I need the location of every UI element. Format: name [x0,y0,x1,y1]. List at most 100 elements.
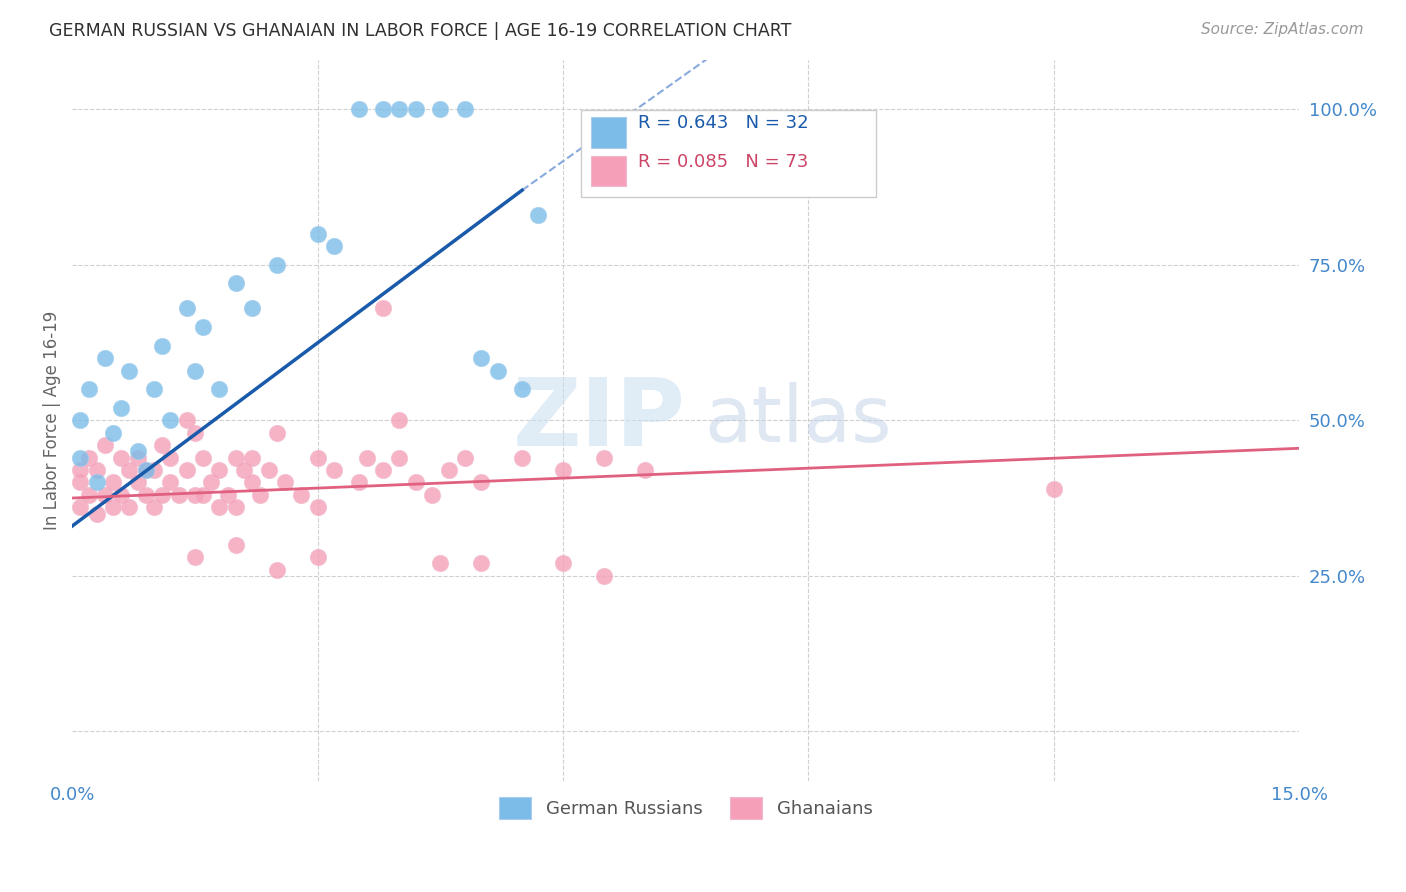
Point [323,239,346,253]
Point [101,500,124,515]
Point [150,488,173,502]
Point [86,463,108,477]
Point [388,103,411,117]
Text: GERMAN RUSSIAN VS GHANAIAN IN LABOR FORCE | AGE 16-19 CORRELATION CHART: GERMAN RUSSIAN VS GHANAIAN IN LABOR FORC… [49,22,792,40]
Point [77,488,100,502]
Point [240,475,263,490]
Point [94,438,117,452]
Point [184,425,207,440]
Point [429,557,451,571]
Point [69,450,91,465]
Point [249,488,271,502]
Point [429,103,451,117]
Point [240,301,263,316]
Point [127,444,149,458]
Point [77,450,100,465]
Point [176,413,198,427]
Point [184,550,207,565]
Point [1043,482,1066,496]
Point [307,500,329,515]
Point [470,475,492,490]
Point [69,475,91,490]
Point [191,320,214,334]
Y-axis label: In Labor Force | Age 16-19: In Labor Force | Age 16-19 [44,310,60,530]
Point [217,488,239,502]
Point [266,258,288,272]
Point [510,450,533,465]
Point [225,538,247,552]
Point [86,475,108,490]
Point [86,507,108,521]
Point [208,382,231,396]
FancyBboxPatch shape [582,110,876,196]
Point [69,463,91,477]
Point [200,475,222,490]
Point [135,463,157,477]
Point [127,450,149,465]
Point [159,475,181,490]
Point [143,382,166,396]
Point [486,363,509,377]
Text: Source: ZipAtlas.com: Source: ZipAtlas.com [1201,22,1364,37]
Point [143,463,166,477]
Point [69,413,91,427]
Text: R = 0.643   N = 32: R = 0.643 N = 32 [638,114,808,132]
Point [274,475,297,490]
Point [307,450,329,465]
Point [135,463,157,477]
Point [225,500,247,515]
Point [371,463,394,477]
Point [118,500,141,515]
Point [127,475,149,490]
FancyBboxPatch shape [592,118,626,147]
FancyBboxPatch shape [592,155,626,186]
Point [150,438,173,452]
Point [470,557,492,571]
Point [470,351,492,365]
Point [356,450,378,465]
Point [101,475,124,490]
Point [94,488,117,502]
Point [420,488,443,502]
Point [290,488,312,502]
Point [184,488,207,502]
Point [593,568,616,582]
Point [527,208,550,222]
Point [184,363,207,377]
Point [510,382,533,396]
Point [143,500,166,515]
Point [135,488,157,502]
Point [240,450,263,465]
Point [323,463,346,477]
Point [159,450,181,465]
Point [191,450,214,465]
Text: atlas: atlas [704,383,891,458]
Point [593,450,616,465]
Point [551,557,574,571]
Point [118,463,141,477]
Point [388,413,411,427]
Point [371,301,394,316]
Point [551,463,574,477]
Point [101,425,124,440]
Point [77,382,100,396]
Point [191,488,214,502]
Point [347,103,370,117]
Point [118,363,141,377]
Point [347,475,370,490]
Point [225,277,247,291]
Point [167,488,190,502]
Point [233,463,256,477]
Point [634,463,657,477]
Point [110,450,132,465]
Point [208,463,231,477]
Point [159,413,181,427]
Point [405,475,427,490]
Legend: German Russians, Ghanaians: German Russians, Ghanaians [492,789,880,826]
Point [454,103,477,117]
Point [266,425,288,440]
Text: ZIP: ZIP [513,375,686,467]
Point [266,563,288,577]
Point [257,463,280,477]
Point [69,500,91,515]
